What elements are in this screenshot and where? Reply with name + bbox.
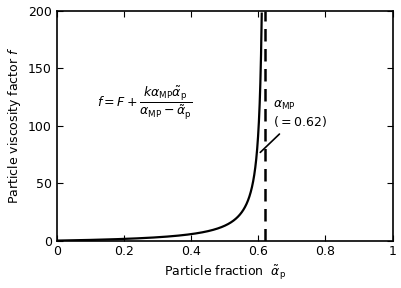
Text: $f = F + \dfrac{k\alpha_{\mathrm{MP}}\tilde{\alpha}_{\mathrm{p}}}{\alpha_{\mathr: $f = F + \dfrac{k\alpha_{\mathrm{MP}}\ti… <box>97 84 192 121</box>
Y-axis label: Particle viscosity factor $f$: Particle viscosity factor $f$ <box>6 47 22 204</box>
Text: $\alpha_{\mathrm{MP}}$
$(=0.62)$: $\alpha_{\mathrm{MP}}$ $(=0.62)$ <box>259 99 326 152</box>
X-axis label: Particle fraction  $\tilde{\alpha}_{\mathrm{p}}$: Particle fraction $\tilde{\alpha}_{\math… <box>163 264 285 283</box>
